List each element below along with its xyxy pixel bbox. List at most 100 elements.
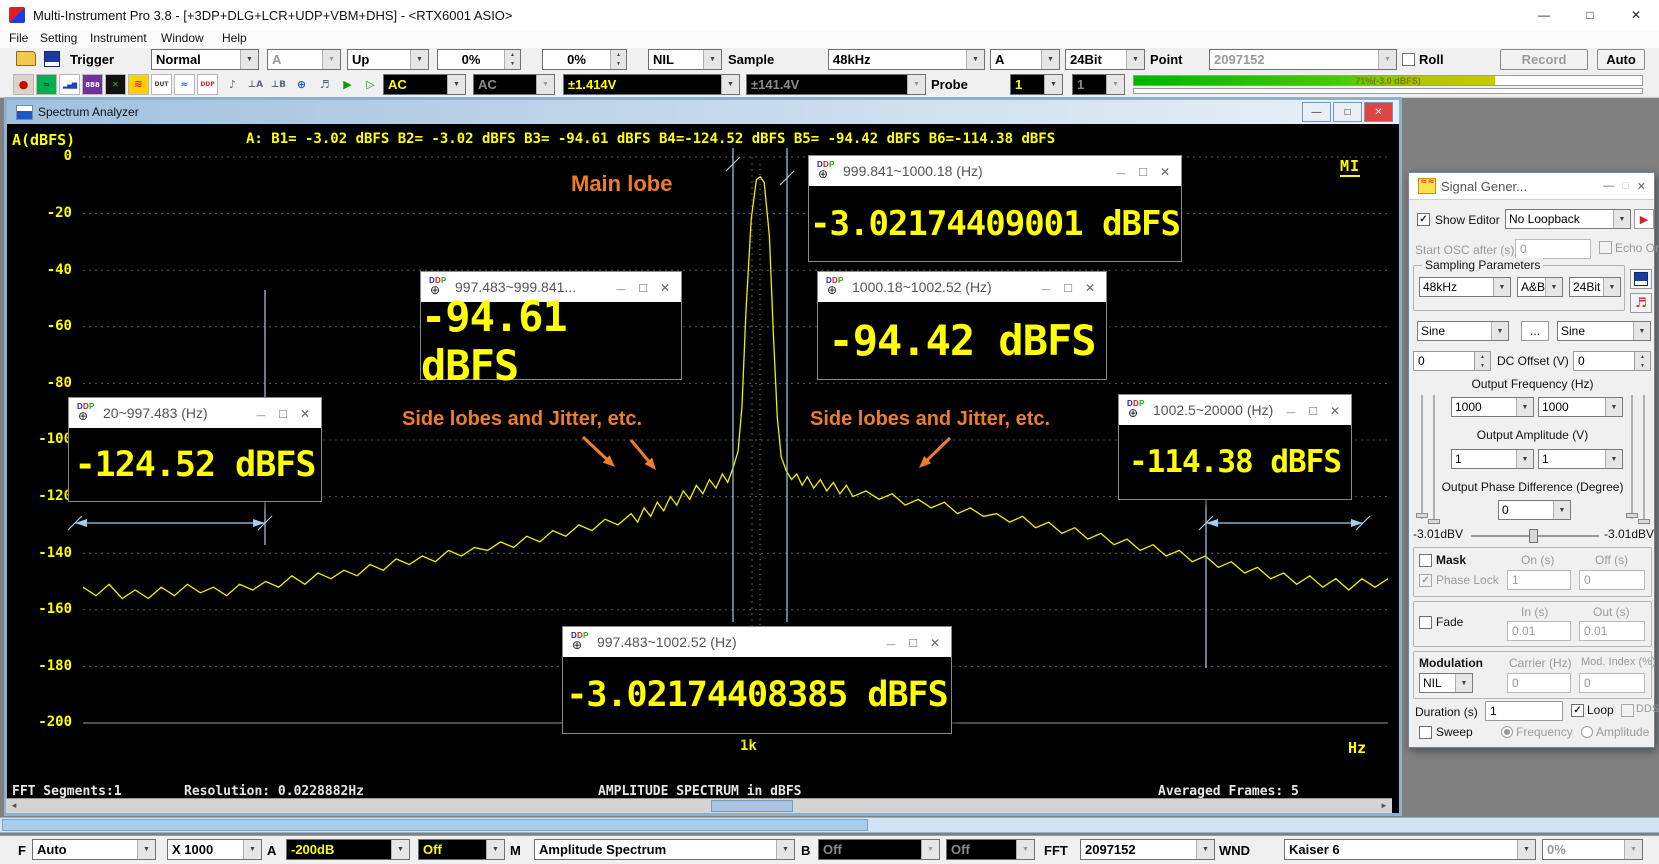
fader-a2[interactable] bbox=[1433, 395, 1435, 519]
popup-maximize-icon[interactable] bbox=[275, 406, 291, 421]
siggen-sample-rate-combo[interactable]: 48kHz bbox=[1419, 277, 1511, 297]
popup-close-icon[interactable] bbox=[1157, 164, 1173, 179]
popup-maximize-icon[interactable] bbox=[1305, 403, 1321, 418]
scroll-right-icon[interactable]: ► bbox=[1380, 801, 1388, 810]
signal-generator-titlebar[interactable]: Signal Gener... — □ ✕ bbox=[1409, 173, 1654, 200]
run-icon[interactable]: ▶ bbox=[343, 78, 352, 91]
menu-help[interactable]: Help bbox=[222, 31, 247, 45]
popup-minimize-icon[interactable] bbox=[1038, 280, 1054, 295]
measurement-popup-low-band[interactable]: DDP⊕ 20~997.483 (Hz) -124.52 dBFS bbox=[68, 397, 322, 502]
popup-titlebar[interactable]: D D P ⊕ 997.483~1002.52 (Hz) bbox=[563, 627, 951, 657]
popup-minimize-icon[interactable] bbox=[253, 406, 269, 421]
xy-plot-icon[interactable]: ✕ bbox=[105, 74, 126, 95]
fader-b2[interactable] bbox=[1643, 395, 1645, 519]
mdi-scrollbar-thumb[interactable] bbox=[2, 819, 868, 831]
zoom-combo[interactable]: X 1000 bbox=[167, 839, 262, 860]
app-minimize-button[interactable]: — bbox=[1538, 8, 1550, 22]
measurement-popup-main-band[interactable]: DDP⊕ 997.483~1002.52 (Hz) -3.02174408385… bbox=[562, 626, 952, 734]
siggen-minimize-icon[interactable]: — bbox=[1603, 179, 1615, 192]
spectrum-analyzer-icon[interactable]: ▂▄▆ bbox=[59, 74, 80, 95]
popup-minimize-icon[interactable] bbox=[1283, 403, 1299, 418]
auto-button[interactable]: Auto bbox=[1597, 49, 1645, 70]
popup-minimize-icon[interactable] bbox=[883, 635, 899, 650]
frequency-a-combo[interactable]: 1000 bbox=[1451, 397, 1534, 417]
hpf-combo[interactable]: NIL bbox=[648, 49, 722, 70]
fader-b2-handle[interactable] bbox=[1638, 519, 1650, 524]
popup-titlebar[interactable]: D D P ⊕ 1002.5~20000 (Hz) bbox=[1119, 395, 1351, 425]
frequency-axis-combo[interactable]: Auto bbox=[32, 839, 156, 860]
show-editor-checkbox[interactable] bbox=[1417, 213, 1430, 226]
app-close-button[interactable]: ✕ bbox=[1630, 8, 1642, 22]
siggen-run-button[interactable] bbox=[1634, 209, 1654, 229]
plot-horizontal-scrollbar[interactable]: ◄ ► bbox=[6, 798, 1392, 813]
sweep-checkbox[interactable] bbox=[1419, 726, 1432, 739]
spectrum-restore-button[interactable]: □ bbox=[1333, 102, 1362, 122]
fader-a1[interactable] bbox=[1421, 395, 1423, 519]
a-mode-combo[interactable]: Off bbox=[418, 839, 505, 860]
fader-a2-handle[interactable] bbox=[1428, 519, 1440, 524]
sample-rate-combo[interactable]: 48kHz bbox=[828, 49, 985, 70]
popup-close-icon[interactable] bbox=[297, 406, 313, 421]
balance-slider-thumb[interactable] bbox=[1529, 529, 1538, 543]
menu-instrument[interactable]: Instrument bbox=[90, 31, 147, 45]
phase-combo[interactable]: 0 bbox=[1498, 500, 1571, 520]
waveform-b-combo[interactable]: Sine bbox=[1557, 321, 1651, 341]
modulation-combo[interactable]: NIL bbox=[1419, 673, 1473, 693]
popup-titlebar[interactable]: D D P ⊕ 997.483~999.841... bbox=[421, 272, 681, 302]
popup-close-icon[interactable] bbox=[927, 635, 943, 650]
popup-maximize-icon[interactable] bbox=[1135, 164, 1151, 179]
fft-size-combo[interactable]: 2097152 bbox=[1080, 839, 1215, 860]
zoom-tool-icon[interactable]: ⊕ bbox=[296, 78, 307, 91]
amplitude-b-combo[interactable]: 1 bbox=[1538, 449, 1623, 469]
measurement-mode-combo[interactable]: Amplitude Spectrum bbox=[534, 839, 795, 860]
sound-device-icon[interactable]: ♬ bbox=[319, 78, 330, 91]
waveform-a-combo[interactable]: Sine bbox=[1417, 321, 1509, 341]
roll-checkbox[interactable] bbox=[1402, 53, 1415, 66]
menu-setting[interactable]: Setting bbox=[40, 31, 78, 45]
popup-close-icon[interactable] bbox=[1082, 280, 1098, 295]
measurement-popup-left-band[interactable]: DDP⊕ 997.483~999.841... -94.61 dBFS bbox=[420, 271, 682, 390]
loop-checkbox[interactable] bbox=[1571, 704, 1584, 717]
siggen-music-button[interactable]: ♬ bbox=[1630, 293, 1652, 313]
scroll-left-icon[interactable]: ◄ bbox=[10, 801, 18, 810]
amplitude-a-combo[interactable]: 1 bbox=[1451, 449, 1534, 469]
siggen-close-icon[interactable]: ✕ bbox=[1636, 180, 1646, 193]
fader-b1-handle[interactable] bbox=[1626, 513, 1638, 518]
siggen-channels-combo[interactable]: A&B bbox=[1517, 277, 1563, 297]
trigger-mode-combo[interactable]: Normal bbox=[151, 49, 259, 70]
scrollbar-thumb[interactable] bbox=[711, 800, 793, 812]
menu-window[interactable]: Window bbox=[161, 31, 204, 45]
siggen-bits-combo[interactable]: 24Bit bbox=[1569, 277, 1621, 297]
coupling-a-combo[interactable]: AC bbox=[383, 74, 466, 95]
channel-combo[interactable]: A bbox=[990, 49, 1060, 70]
loopback-combo[interactable]: No Loopback bbox=[1505, 209, 1631, 229]
duration-input[interactable]: 1 bbox=[1485, 701, 1563, 721]
popup-titlebar[interactable]: D D P ⊕ 1000.18~1002.52 (Hz) bbox=[818, 272, 1106, 302]
derived-data-icon[interactable]: ≈ bbox=[174, 74, 195, 95]
spectrum-minimize-button[interactable]: — bbox=[1302, 102, 1331, 122]
label-a-icon[interactable]: ⊥A bbox=[247, 79, 264, 90]
oscilloscope-icon[interactable]: ● bbox=[13, 74, 34, 95]
range-a-combo[interactable]: ±1.414V bbox=[563, 74, 740, 95]
bit-depth-combo[interactable]: 24Bit bbox=[1065, 49, 1145, 70]
dc-offset-a-input[interactable]: 0 bbox=[1413, 351, 1475, 371]
trigger-level-spinner[interactable]: 0% bbox=[437, 49, 521, 70]
signal-generator-icon[interactable]: ≈ bbox=[36, 74, 57, 95]
multimeter-icon[interactable]: 888 bbox=[82, 74, 103, 95]
save-icon[interactable] bbox=[44, 51, 60, 67]
open-file-icon[interactable] bbox=[16, 51, 36, 66]
menu-file[interactable]: File bbox=[9, 31, 29, 45]
trigger-delay-spinner[interactable]: 0% bbox=[542, 49, 627, 70]
spectrum-window-titlebar[interactable]: Spectrum Analyzer — □ ✕ bbox=[7, 100, 1399, 124]
mask-checkbox[interactable] bbox=[1419, 554, 1432, 567]
fader-b1[interactable] bbox=[1631, 395, 1633, 519]
more-button[interactable]: ... bbox=[1521, 321, 1549, 341]
frequency-b-combo[interactable]: 1000 bbox=[1538, 397, 1623, 417]
ddp-viewer-icon[interactable]: DDP bbox=[197, 74, 218, 95]
popup-close-icon[interactable] bbox=[1327, 403, 1343, 418]
calibration-icon[interactable]: ♪ bbox=[228, 78, 237, 91]
popup-titlebar[interactable]: D D P ⊕ 20~997.483 (Hz) bbox=[69, 398, 321, 428]
measurement-popup-peak[interactable]: DDP⊕ 999.841~1000.18 (Hz) -3.02174409001… bbox=[808, 155, 1182, 262]
spectrum-close-button[interactable]: ✕ bbox=[1364, 102, 1393, 122]
measurement-popup-right-band[interactable]: DDP⊕ 1000.18~1002.52 (Hz) -94.42 dBFS bbox=[817, 271, 1107, 380]
